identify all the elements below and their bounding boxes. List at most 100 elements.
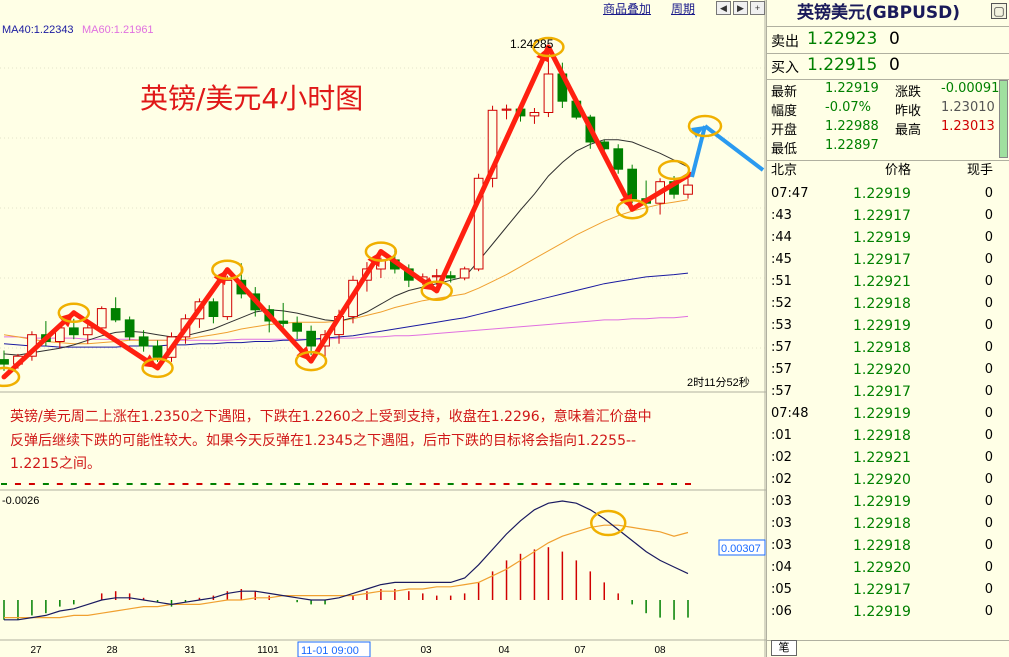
macd-circle [589,509,627,537]
swing-circle [615,198,649,220]
tick-row: :57 1.22917 0 [767,381,997,403]
tick-row: :02 1.22920 0 [767,469,997,491]
tick-price: 1.22919 [853,406,911,422]
tick-row: :03 1.22918 0 [767,513,997,535]
candle-body [445,275,456,279]
tab-trades[interactable]: 笔 [771,640,797,656]
tick-time: :03 [771,494,792,509]
macd-value: 0.00307 [721,543,761,555]
target-circle [687,114,723,138]
tick-price: 1.22919 [853,186,911,202]
macd-value-box [718,539,766,556]
trend-arrow [545,44,635,212]
candle-body [473,177,484,270]
swing-circle [532,36,565,58]
tick-time: :57 [771,384,792,399]
commentary-line-3: 1.2215之间。 [10,456,101,472]
stat-label: 最新 [771,85,798,100]
ticks-header-vol: 现手 [966,163,993,178]
stat-label: 涨跌 [895,85,922,100]
buy-price: 1.22915 [807,55,878,75]
swing-circle [420,280,453,302]
next-arrow-icon[interactable]: ▶ [733,1,748,15]
tick-time: :02 [771,472,792,487]
tick-time: :44 [771,230,792,245]
tick-price: 1.22918 [853,516,911,532]
candlestick-chart[interactable]: MA40:1.22343 MA60:1.21961 1.24285 英镑/美元4… [0,0,766,657]
period-link[interactable]: 周期 [671,2,696,16]
prev-arrow-icon[interactable]: ◀ [716,1,731,15]
tick-time: :04 [771,560,792,575]
candle-body [543,73,554,113]
tick-price: 1.22919 [853,494,911,510]
ticks-header-price: 价格 [885,163,912,178]
x-axis-label: 28 [106,645,118,656]
swing-circle [294,350,328,372]
ma60-label: MA60:1.21961 [82,24,154,36]
tick-row: :03 1.22918 0 [767,535,997,557]
stat-row: 最低 1.22897 [767,138,1009,157]
candle-body [82,327,93,336]
ma40-line [3,272,689,348]
sell-qty: 0 [889,29,900,49]
zoom-icon[interactable]: + [750,1,765,15]
candle-body [222,279,233,318]
tick-price: 1.22918 [853,340,911,356]
sell-row: 卖出 1.22923 0 [767,29,1009,53]
overlay-link[interactable]: 商品叠加 [603,2,652,16]
symbol-title: 英镑美元(GBPUSD) [796,3,961,23]
tick-row: :06 1.22919 0 [767,601,997,623]
stat-value: 1.23010 [941,100,995,115]
tick-price: 1.22920 [853,472,911,488]
candle-body [278,320,289,324]
buy-qty: 0 [889,55,900,75]
x-axis-label: 04 [498,645,510,656]
stat-label: 开盘 [771,123,798,138]
tick-row: :57 1.22920 0 [767,359,997,381]
stat-value: 1.23013 [941,119,995,134]
stat-label: 昨收 [895,104,922,119]
scrollbar[interactable] [999,80,1008,158]
tick-row: :05 1.22917 0 [767,579,997,601]
ticks-header-time: 北京 [771,163,798,178]
candle-body [96,308,107,329]
candle-body [0,359,9,365]
tick-row: :01 1.22918 0 [767,425,997,447]
x-axis-label: 11-01 09:00 [301,645,359,657]
candle-body [627,168,637,200]
macd-label: -0.0026 [2,495,39,507]
tick-volume: 0 [984,252,993,267]
tick-volume: 0 [984,318,993,333]
trend-arrow [308,249,384,364]
countdown-label: 2时11分52秒 [687,375,750,389]
close-icon[interactable]: ▢ [991,3,1007,19]
stat-label: 幅度 [771,104,798,119]
tick-row: 07:47 1.22919 0 [767,183,997,205]
x-axis-label: 1101 [257,645,279,656]
tick-price: 1.22918 [853,296,911,312]
swing-circle [364,241,398,262]
sell-price: 1.22923 [807,29,878,49]
tick-price: 1.22921 [853,274,911,290]
candle-body [431,275,442,278]
candle-body [208,301,219,317]
tick-row: :02 1.22921 0 [767,447,997,469]
stat-value: 1.22988 [825,119,879,134]
tick-time: :51 [771,274,792,289]
tick-time: :53 [771,318,792,333]
stat-value: 1.22919 [825,81,879,96]
swing-circle [57,302,91,324]
tick-time: :02 [771,450,792,465]
x-axis-label: 03 [420,645,432,656]
tick-price: 1.22918 [853,538,911,554]
tick-price: 1.22920 [853,362,911,378]
tick-time: :45 [771,252,792,267]
candle-body [110,308,121,321]
tick-time: :03 [771,538,792,553]
buy-label: 买入 [771,60,799,76]
tick-volume: 0 [984,538,993,553]
candle-body [487,109,498,179]
tick-time: :52 [771,296,792,311]
tick-price: 1.22917 [853,208,911,224]
tick-price: 1.22919 [853,318,911,334]
